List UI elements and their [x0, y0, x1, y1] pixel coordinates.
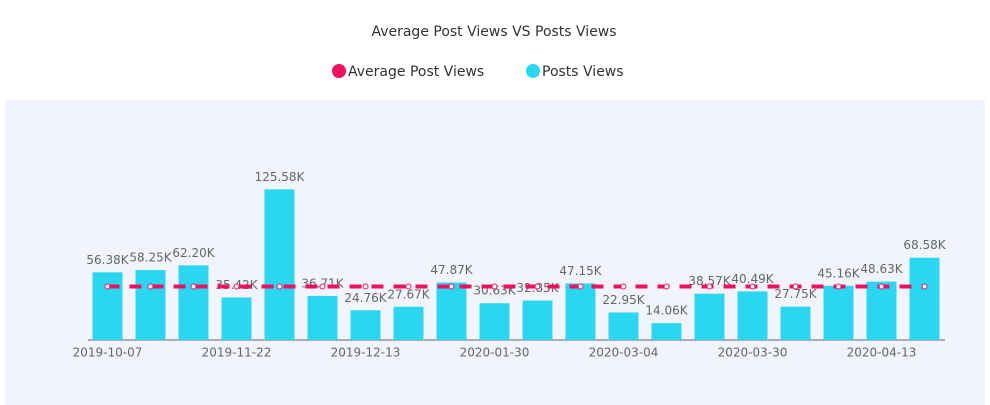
bar — [264, 189, 295, 340]
data-label: 48.63K — [860, 262, 903, 276]
data-label: 47.15K — [559, 264, 602, 278]
line-marker — [792, 283, 799, 290]
bar — [135, 270, 166, 340]
x-tick-label: 2020-03-04 — [589, 346, 659, 360]
legend-label: Average Post Views — [348, 64, 484, 80]
data-label: 40.49K — [731, 272, 774, 286]
x-tick-label: 2019-10-07 — [73, 346, 143, 360]
bar — [608, 312, 639, 340]
data-label: 22.95K — [602, 293, 645, 307]
bar — [350, 310, 381, 340]
bar — [221, 297, 252, 340]
line-marker — [190, 283, 197, 290]
bar — [780, 306, 811, 340]
plot-background — [5, 100, 985, 405]
line-marker — [147, 283, 154, 290]
data-label: 45.16K — [817, 266, 860, 280]
x-tick-label: 2019-11-22 — [202, 346, 272, 360]
line-marker — [276, 283, 283, 290]
bar — [651, 323, 682, 340]
line-marker — [319, 283, 326, 290]
line-marker — [835, 283, 842, 290]
data-label: 56.38K — [86, 253, 129, 267]
x-tick-label: 2020-01-30 — [460, 346, 530, 360]
bar — [737, 291, 768, 340]
data-label: 27.75K — [774, 287, 817, 301]
legend-marker — [526, 64, 540, 78]
data-label: 24.76K — [344, 291, 387, 305]
bar — [866, 281, 897, 340]
line-marker — [104, 283, 111, 290]
bar — [909, 257, 940, 340]
data-label: 125.58K — [255, 170, 306, 184]
bar — [393, 306, 424, 340]
x-tick-label: 2020-04-13 — [847, 346, 917, 360]
data-label: 38.57K — [688, 274, 731, 288]
data-label: 62.20K — [172, 246, 215, 260]
x-tick-label: 2020-03-30 — [718, 346, 788, 360]
line-marker — [448, 283, 455, 290]
data-label: 47.87K — [430, 263, 473, 277]
bar — [178, 265, 209, 340]
bar — [436, 282, 467, 340]
bar — [479, 303, 510, 340]
bar — [307, 295, 338, 340]
bar — [823, 285, 854, 340]
line-marker — [233, 283, 240, 290]
line-marker — [491, 283, 498, 290]
line-marker — [362, 283, 369, 290]
data-label: 68.58K — [903, 238, 946, 252]
chart-title: Average Post Views VS Posts Views — [371, 24, 616, 40]
line-marker — [663, 283, 670, 290]
line-marker — [620, 283, 627, 290]
data-label: 14.06K — [645, 304, 688, 318]
line-marker — [921, 283, 928, 290]
line-marker — [534, 283, 541, 290]
bar — [694, 293, 725, 340]
line-marker — [405, 283, 412, 290]
data-label: 27.67K — [387, 287, 430, 301]
line-marker — [878, 283, 885, 290]
line-marker — [749, 283, 756, 290]
bar — [92, 272, 123, 340]
x-tick-label: 2019-12-13 — [331, 346, 401, 360]
legend-label: Posts Views — [542, 64, 624, 80]
bar — [565, 283, 596, 340]
line-marker — [577, 283, 584, 290]
line-marker — [706, 283, 713, 290]
bar — [522, 300, 553, 340]
legend-marker — [332, 64, 346, 78]
data-label: 58.25K — [129, 251, 172, 265]
